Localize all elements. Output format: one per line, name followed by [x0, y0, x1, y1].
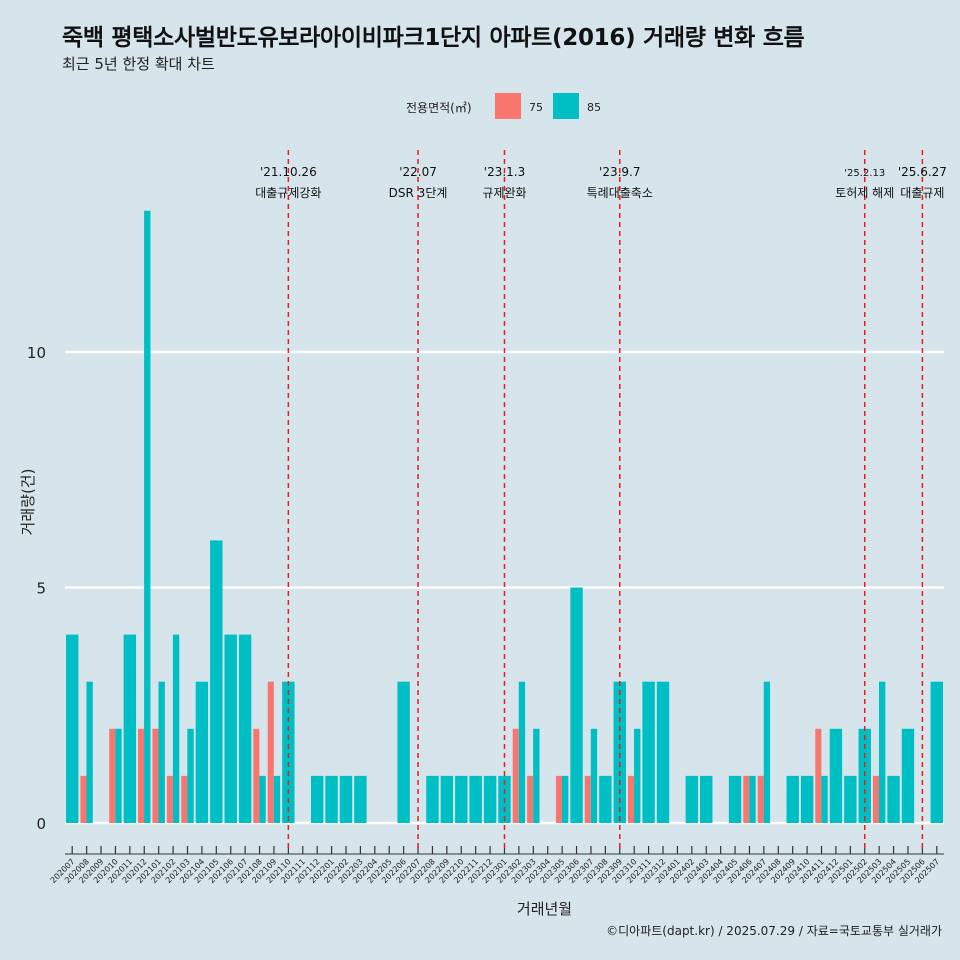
bar-85-202507 — [930, 681, 943, 823]
y-tick-label: 5 — [36, 580, 46, 598]
bar-85-202411 — [821, 775, 828, 823]
bar-85-202102 — [172, 634, 180, 823]
chart-subtitle: 최근 5년 한정 확대 차트 — [62, 55, 215, 73]
bar-85-202106 — [224, 634, 237, 823]
event-date-label: '22.07 — [399, 165, 437, 179]
bar-85-202410 — [800, 775, 814, 823]
bar-75-202109 — [267, 681, 274, 823]
bar-85-202412 — [829, 728, 843, 823]
bar-85-202107 — [238, 634, 252, 823]
bar-85-202312 — [656, 681, 670, 823]
bar-85-202108 — [259, 775, 266, 823]
legend-label-75: 75 — [529, 101, 543, 114]
bar-75-202503 — [872, 775, 880, 823]
bar-75-202010 — [109, 728, 116, 823]
event-text-label: 토허제 해제 — [835, 186, 894, 200]
bar-85-202407 — [763, 681, 771, 823]
bar-85-202309 — [613, 681, 626, 823]
bar-85-202012 — [144, 210, 151, 823]
chart-title: 죽백 평택소사벌반도유보라아이비파크1단지 아파트(2016) 거래량 변화 흐… — [62, 25, 805, 51]
bar-75-202407 — [757, 775, 764, 823]
bar-85-202208 — [426, 775, 439, 823]
bar-75-202305 — [555, 775, 562, 823]
bar-85-202109 — [273, 775, 281, 823]
bar-85-202105 — [210, 540, 223, 823]
legend-label-85: 85 — [587, 101, 601, 114]
event-text-label: 특례대출축소 — [587, 186, 653, 200]
bar-85-202201 — [325, 775, 338, 823]
bar-85-202503 — [879, 681, 886, 823]
event-date-label: '21.10.26 — [260, 165, 317, 179]
event-text-label: DSR 3단계 — [389, 186, 448, 200]
bar-85-202308 — [599, 775, 612, 823]
bar-85-202211 — [469, 775, 482, 823]
bar-85-202406 — [749, 775, 756, 823]
bar-85-202209 — [440, 775, 454, 823]
bar-75-202302 — [512, 728, 519, 823]
bar-85-202310 — [634, 728, 641, 823]
bar-85-202302 — [518, 681, 526, 823]
event-text-label: 규제완화 — [482, 186, 526, 200]
bar-85-202203 — [354, 775, 367, 823]
bar-85-202202 — [339, 775, 353, 823]
bar-85-202011 — [123, 634, 137, 823]
bar-85-202403 — [700, 775, 713, 823]
event-date-label: '25.6.27 — [898, 165, 947, 179]
bar-85-202405 — [728, 775, 742, 823]
y-axis-title: 거래량(건) — [19, 469, 37, 536]
bar-75-202108 — [253, 728, 260, 823]
bar-85-202305 — [561, 775, 569, 823]
legend-title: 전용면적(㎡) — [406, 101, 472, 115]
bar-85-202007 — [66, 634, 79, 823]
bar-75-202310 — [627, 775, 635, 823]
caption: ©디아파트(dapt.kr) / 2025.07.29 / 자료=국토교통부 실… — [606, 924, 942, 938]
x-axis-title: 거래년월 — [517, 900, 572, 918]
bar-85-202303 — [533, 728, 540, 823]
y-tick-label: 0 — [36, 815, 46, 833]
event-date-label: '25.2.13 — [844, 168, 885, 179]
bar-85-202210 — [455, 775, 468, 823]
bar-75-202303 — [527, 775, 534, 823]
bar-75-202411 — [815, 728, 822, 823]
bar-75-202307 — [584, 775, 591, 823]
event-date-label: '23.1.3 — [484, 165, 525, 179]
bar-85-202501 — [844, 775, 857, 823]
legend-key-85 — [553, 93, 579, 119]
bar-75-202012 — [138, 728, 145, 823]
event-text-label: 대출규제 — [900, 186, 944, 200]
bar-75-202008 — [80, 775, 87, 823]
bar-85-202101 — [158, 681, 165, 823]
bar-85-202104 — [195, 681, 209, 823]
legend-key-75 — [495, 93, 521, 119]
bar-85-202307 — [590, 728, 598, 823]
bar-85-202505 — [901, 728, 915, 823]
bar-85-202212 — [483, 775, 497, 823]
bar-85-202306 — [570, 587, 583, 823]
bar-85-202504 — [887, 775, 900, 823]
bar-75-202103 — [181, 775, 188, 823]
bar-75-202101 — [152, 728, 159, 823]
bar-75-202406 — [743, 775, 750, 823]
bar-75-202102 — [166, 775, 173, 823]
bar-85-202112 — [310, 775, 324, 823]
bar-85-202008 — [86, 681, 93, 823]
event-date-label: '23.9.7 — [599, 165, 640, 179]
event-text-label: 대출규제강화 — [255, 186, 321, 200]
bar-85-202206 — [397, 681, 410, 823]
bar-85-202103 — [187, 728, 194, 823]
legend: 전용면적(㎡) 75 85 — [0, 93, 960, 121]
bar-85-202010 — [115, 728, 122, 823]
bar-85-202110 — [282, 681, 295, 823]
y-tick-label: 10 — [27, 344, 46, 362]
bar-85-202402 — [685, 775, 699, 823]
bar-85-202409 — [786, 775, 799, 823]
bar-85-202311 — [642, 681, 655, 823]
